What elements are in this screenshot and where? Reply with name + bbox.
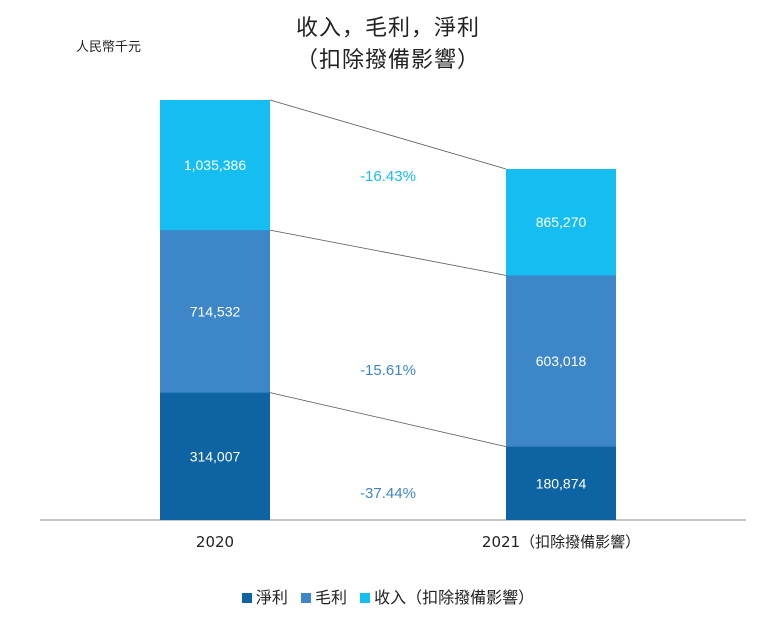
connector-revenue bbox=[269, 99, 507, 170]
legend-item-revenue: 收入（扣除撥備影響） bbox=[360, 584, 534, 608]
bar-net-profit-1 bbox=[506, 446, 616, 520]
data-label-gross-profit-1: 603,018 bbox=[536, 353, 587, 369]
legend-swatch-revenue bbox=[360, 593, 371, 603]
data-label-revenue-1: 865,270 bbox=[536, 214, 587, 230]
legend-swatch-gross-profit bbox=[300, 593, 311, 603]
chart-subtitle: （扣除撥備影響） bbox=[295, 48, 480, 73]
data-label-net-profit-0: 314,007 bbox=[190, 448, 241, 464]
legend-swatch-net-profit bbox=[241, 593, 252, 603]
connector-gross-profit bbox=[269, 229, 507, 276]
legend-label-revenue: 收入（扣除撥備影響） bbox=[374, 588, 535, 607]
legend-item-gross-profit: 毛利 bbox=[300, 584, 347, 608]
category-label-0: 2020 bbox=[196, 533, 234, 551]
data-label-gross-profit-0: 714,532 bbox=[190, 303, 241, 319]
data-label-net-profit-1: 180,874 bbox=[536, 475, 587, 491]
chart-title: 收入，毛利，淨利 bbox=[295, 16, 480, 41]
category-label-1: 2021（扣除撥備影響） bbox=[482, 533, 640, 551]
change-label-revenue: -16.43% bbox=[360, 168, 416, 185]
connector-net-profit bbox=[269, 392, 507, 448]
change-label-gross-profit: -15.61% bbox=[360, 362, 416, 379]
change-label-net-profit: -37.44% bbox=[360, 485, 416, 502]
legend-label-gross-profit: 毛利 bbox=[314, 588, 347, 607]
legend-label-net-profit: 淨利 bbox=[255, 588, 288, 607]
legend: 淨利 毛利 收入（扣除撥備影響） bbox=[0, 584, 776, 608]
legend-item-net-profit: 淨利 bbox=[241, 584, 288, 608]
data-label-revenue-0: 1,035,386 bbox=[184, 157, 246, 173]
unit-label: 人民幣千元 bbox=[76, 40, 142, 55]
bar-net-profit-0 bbox=[160, 392, 270, 520]
